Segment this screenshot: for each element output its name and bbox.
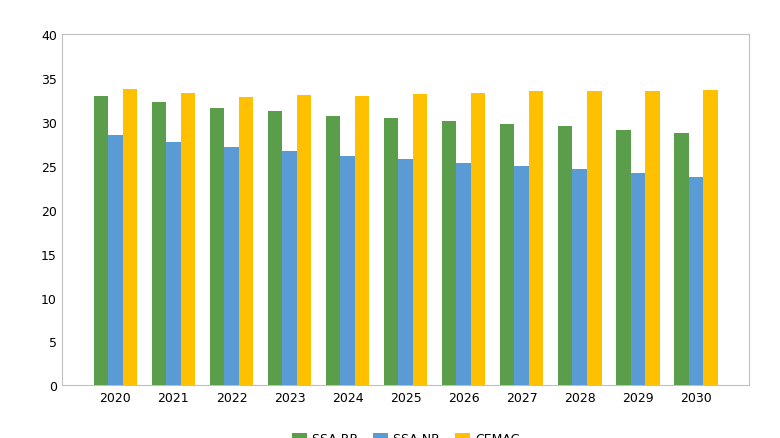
Bar bbox=[587, 92, 601, 385]
Legend: SSA RR, SSA NR, CEMAC: SSA RR, SSA NR, CEMAC bbox=[287, 427, 524, 438]
Bar bbox=[296, 95, 311, 385]
Bar bbox=[630, 173, 645, 385]
Bar bbox=[181, 94, 195, 385]
Bar bbox=[616, 131, 630, 385]
Bar bbox=[151, 102, 166, 385]
Bar bbox=[456, 164, 471, 385]
Bar bbox=[703, 91, 718, 385]
Bar bbox=[573, 170, 587, 385]
Bar bbox=[384, 118, 399, 385]
Bar bbox=[500, 124, 515, 385]
Bar bbox=[471, 94, 485, 385]
Bar bbox=[239, 98, 254, 385]
Bar bbox=[689, 178, 703, 385]
Bar bbox=[340, 157, 355, 385]
Bar bbox=[645, 92, 660, 385]
Bar bbox=[268, 112, 282, 385]
Bar bbox=[166, 143, 181, 385]
Bar bbox=[108, 136, 122, 385]
Bar bbox=[399, 159, 413, 385]
Bar bbox=[210, 109, 224, 385]
Bar bbox=[413, 95, 427, 385]
Bar bbox=[122, 90, 137, 385]
Bar bbox=[326, 117, 340, 385]
Bar bbox=[558, 127, 573, 385]
Bar bbox=[94, 96, 108, 385]
Bar bbox=[674, 134, 689, 385]
Bar bbox=[224, 147, 239, 385]
Bar bbox=[282, 152, 296, 385]
Bar bbox=[355, 96, 369, 385]
Bar bbox=[442, 122, 456, 385]
Bar bbox=[515, 166, 529, 385]
Bar bbox=[529, 92, 544, 385]
